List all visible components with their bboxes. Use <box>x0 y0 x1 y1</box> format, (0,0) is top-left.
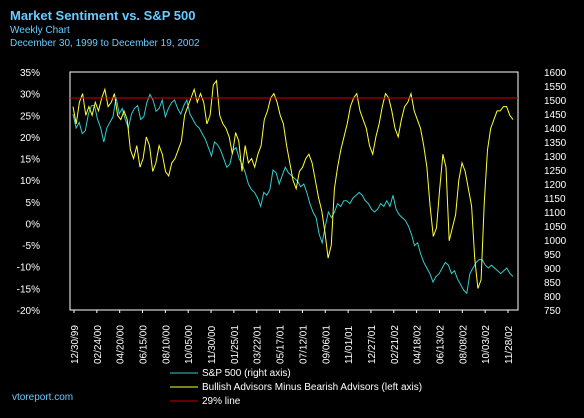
footer-source: vtoreport.com <box>12 392 74 403</box>
right-axis-tick-label: 1450 <box>544 110 567 121</box>
series-sp500-line <box>72 93 514 295</box>
left-axis-tick-label: 0% <box>26 219 41 230</box>
series-bullish-minus-bearish-line <box>72 79 514 289</box>
right-axis-tick-label: 1350 <box>544 138 567 149</box>
x-axis-tick-label: 06/13/02 <box>435 325 446 364</box>
x-axis-tick-label: 11/01/01 <box>344 325 355 364</box>
x-axis-tick-label: 05/17/01 <box>276 325 287 364</box>
chart-subtitle-frequency: Weekly Chart <box>10 25 70 36</box>
series-layer <box>70 79 518 295</box>
left-axis-tick-label: 5% <box>26 198 41 209</box>
right-axis-tick-label: 1550 <box>544 82 567 93</box>
right-axis-tick-label: 800 <box>544 292 561 303</box>
x-axis-tick-label: 10/05/00 <box>184 325 195 364</box>
legend-label: Bullish Advisors Minus Bearish Advisors … <box>202 382 422 393</box>
x-axis-tick-label: 11/28/02 <box>504 325 515 364</box>
left-axis-tick-label: -15% <box>17 284 40 295</box>
x-axis-tick-label: 03/22/01 <box>253 325 264 364</box>
right-axis: 1600 1550 1500 1450 1400 1350 1300 1250 1200 1150… <box>544 68 567 317</box>
right-axis-tick-label: 1600 <box>544 68 567 79</box>
legend-label: S&P 500 (right axis) <box>202 368 291 379</box>
left-axis-tick-label: 10% <box>20 176 40 187</box>
right-axis-tick-label: 1400 <box>544 124 567 135</box>
x-axis-tick-label: 11/30/00 <box>207 325 218 364</box>
left-axis-tick-label: 20% <box>20 133 40 144</box>
left-axis-tick-label: 15% <box>20 155 40 166</box>
x-axis-tick-label: 12/27/01 <box>367 325 378 364</box>
x-axis-tick-label: 09/06/01 <box>321 325 332 364</box>
right-axis-tick-label: 1250 <box>544 166 567 177</box>
x-axis-tick-label: 02/24/00 <box>93 325 104 364</box>
right-axis-tick-label: 1200 <box>544 180 567 191</box>
left-axis-tick-label: -20% <box>17 306 40 317</box>
x-axis-tick-label: 08/10/00 <box>161 325 172 364</box>
left-axis-tick-label: 30% <box>20 90 40 101</box>
legend-label: 29% line <box>202 396 241 407</box>
left-axis: 35% 30% 25% 20% 15% 10% 5% 0% -5% -10% -15% -20% <box>17 68 40 317</box>
legend: S&P 500 (right axis) Bullish Advisors Min… <box>170 368 422 407</box>
right-axis-tick-label: 1150 <box>544 194 566 205</box>
left-axis-tick-label: -10% <box>17 263 40 274</box>
plot-area-frame <box>69 71 519 311</box>
left-axis-tick-label: -5% <box>22 241 40 252</box>
x-axis-tick-label: 04/20/00 <box>116 325 127 364</box>
right-axis-tick-label: 1100 <box>544 208 566 219</box>
right-axis-tick-label: 750 <box>544 306 561 317</box>
right-axis-tick-label: 900 <box>544 264 561 275</box>
left-axis-tick-label: 35% <box>20 68 40 79</box>
chart-subtitle-range: December 30, 1999 to December 19, 2002 <box>10 38 200 49</box>
x-axis: 12/30/99 02/24/00 04/20/00 06/15/00 08/10/00… <box>70 310 515 364</box>
x-axis-tick-label: 01/25/01 <box>230 325 241 364</box>
x-axis-tick-label: 10/03/02 <box>481 325 492 364</box>
x-axis-tick-label: 08/08/02 <box>458 325 469 364</box>
left-axis-tick-label: 25% <box>20 111 40 122</box>
right-axis-tick-label: 850 <box>544 278 561 289</box>
right-axis-tick-label: 1050 <box>544 222 567 233</box>
right-axis-tick-label: 1300 <box>544 152 567 163</box>
x-axis-tick-label: 06/15/00 <box>139 325 150 364</box>
x-axis-tick-label: 04/18/02 <box>413 325 424 364</box>
right-axis-tick-label: 1500 <box>544 96 567 107</box>
right-axis-tick-label: 950 <box>544 250 561 261</box>
chart-title: Market Sentiment vs. S&P 500 <box>10 8 196 23</box>
x-axis-tick-label: 12/30/99 <box>70 325 81 364</box>
x-axis-tick-label: 02/21/02 <box>390 325 401 364</box>
x-axis-tick-label: 07/12/01 <box>298 325 309 364</box>
right-axis-tick-label: 1000 <box>544 236 567 247</box>
